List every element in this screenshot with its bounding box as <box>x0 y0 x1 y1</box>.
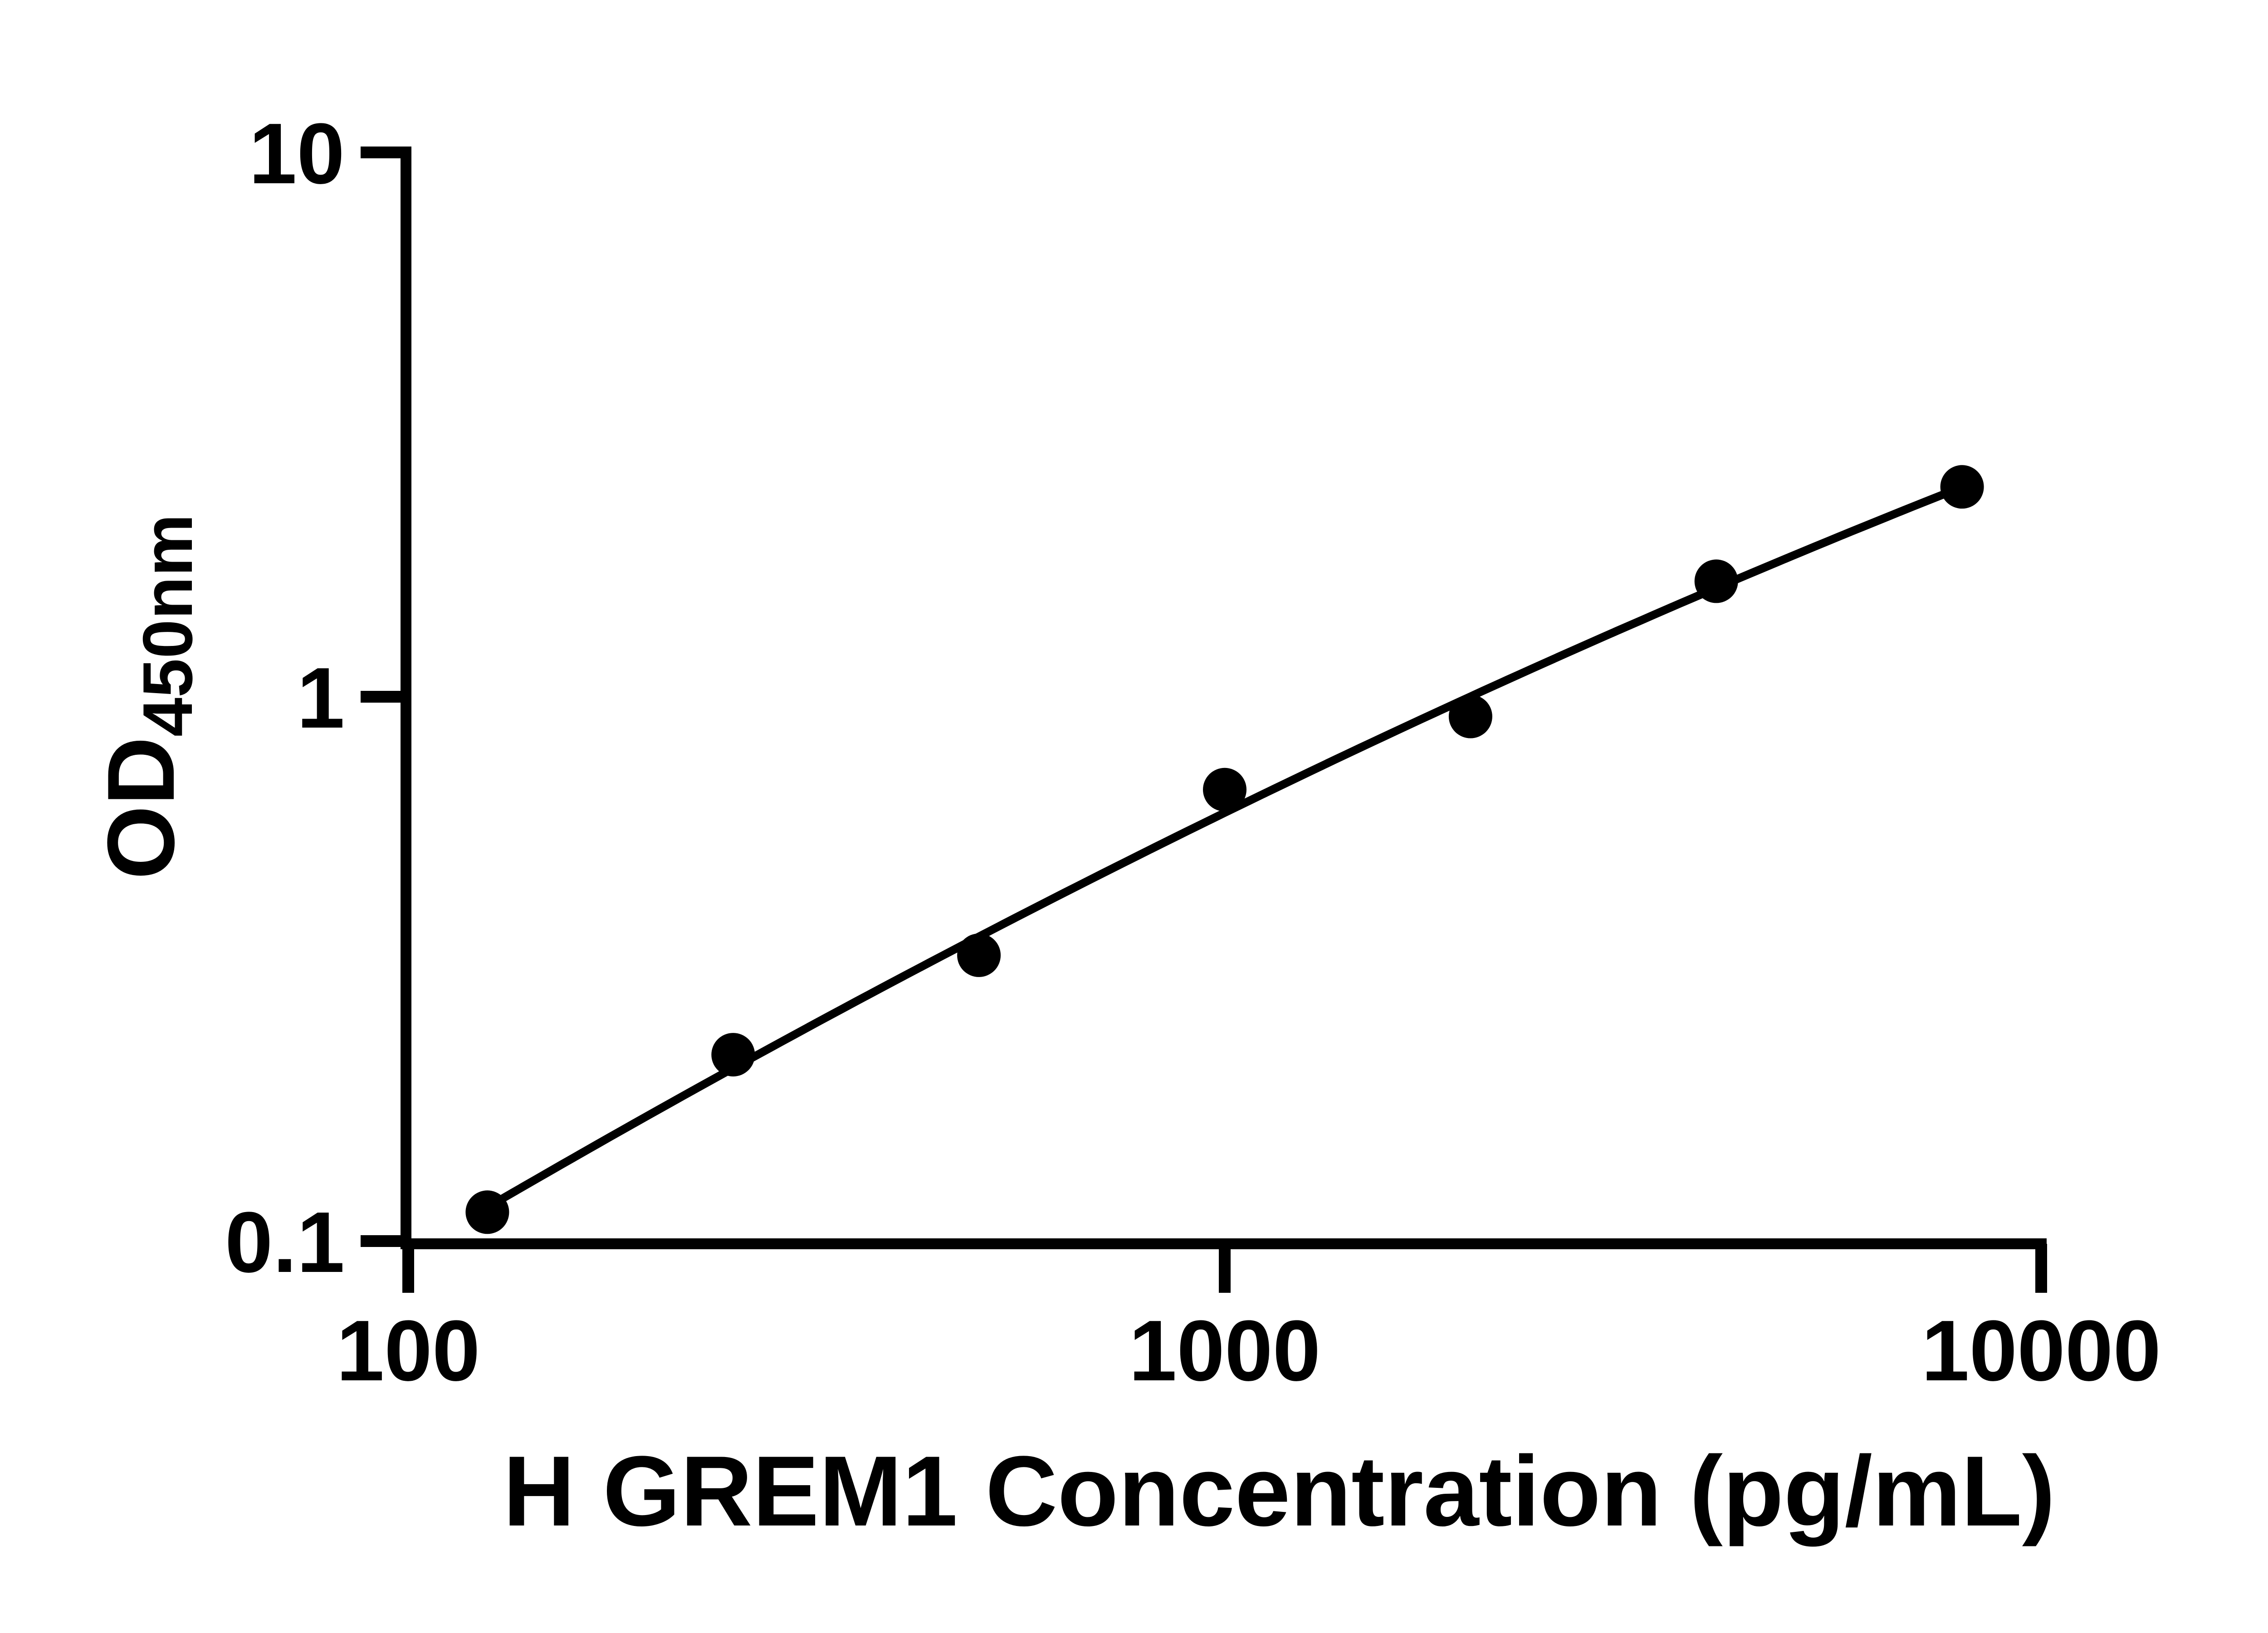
data-point <box>957 933 1001 977</box>
data-point <box>1448 694 1492 738</box>
y-axis-title: OD450nm <box>88 514 207 880</box>
x-tick-label: 10000 <box>1921 1303 2161 1399</box>
data-point <box>1203 768 1246 812</box>
data-point <box>1940 465 1984 509</box>
y-axis-title-main: OD <box>88 737 194 880</box>
y-tick-label: 1 <box>297 650 345 746</box>
x-axis-title: H GREM1 Concentration (pg/mL) <box>503 1435 2055 1547</box>
y-axis-title-subscript: 450nm <box>128 514 207 737</box>
x-tick-label: 1000 <box>1129 1303 1321 1399</box>
chart-generated-layer: 10 1 0.1 100 1000 10000 <box>225 106 2161 1399</box>
y-tick-label: 10 <box>249 106 345 202</box>
data-point <box>1694 559 1738 603</box>
data-point <box>465 1190 509 1234</box>
x-tick-label: 100 <box>336 1303 480 1399</box>
y-tick-label: 0.1 <box>225 1194 345 1291</box>
data-point <box>711 1033 755 1077</box>
trend-line <box>483 483 1966 1212</box>
